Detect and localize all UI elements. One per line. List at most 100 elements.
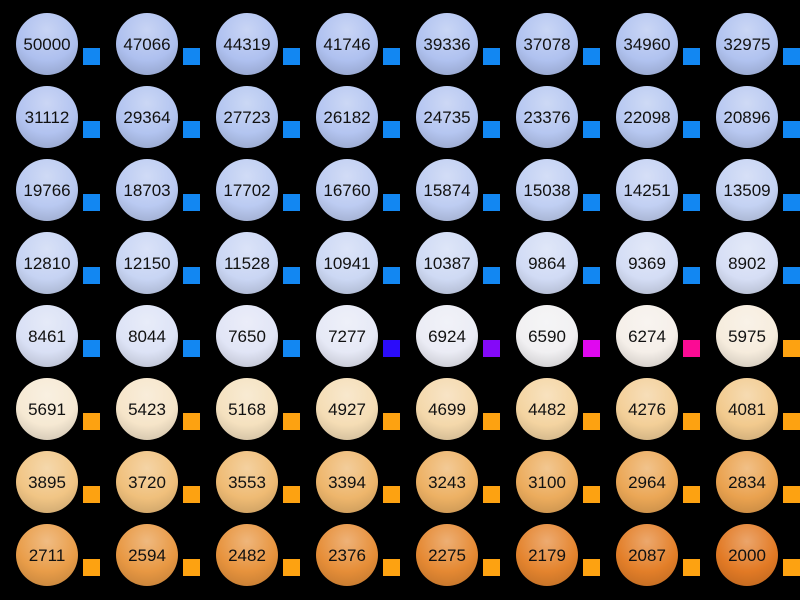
temperature-sphere: 3243 xyxy=(416,451,478,513)
temperature-cell: 3394 xyxy=(300,446,400,519)
temperature-sphere: 7650 xyxy=(216,305,278,367)
chromaticity-swatch-icon xyxy=(783,486,800,503)
temperature-value-label: 50000 xyxy=(23,34,71,54)
temperature-cell: 11528 xyxy=(200,227,300,300)
temperature-value-label: 5168 xyxy=(228,399,266,419)
chromaticity-swatch-icon xyxy=(183,340,200,357)
chromaticity-swatch-icon xyxy=(183,559,200,576)
temperature-cell: 2594 xyxy=(100,519,200,592)
temperature-value-label: 8461 xyxy=(28,326,66,346)
temperature-sphere: 2964 xyxy=(616,451,678,513)
temperature-cell: 26182 xyxy=(300,81,400,154)
temperature-cell: 15874 xyxy=(400,154,500,227)
temperature-cell: 4081 xyxy=(700,373,800,446)
temperature-value-label: 2275 xyxy=(428,545,466,565)
temperature-sphere: 14251 xyxy=(616,159,678,221)
temperature-cell: 3720 xyxy=(100,446,200,519)
temperature-value-label: 7277 xyxy=(328,326,366,346)
temperature-value-label: 6274 xyxy=(628,326,666,346)
temperature-sphere: 6924 xyxy=(416,305,478,367)
temperature-sphere: 2179 xyxy=(516,524,578,586)
temperature-sphere: 16760 xyxy=(316,159,378,221)
chromaticity-swatch-icon xyxy=(483,559,500,576)
temperature-sphere: 8044 xyxy=(116,305,178,367)
temperature-sphere: 13509 xyxy=(716,159,778,221)
temperature-sphere: 44319 xyxy=(216,13,278,75)
temperature-sphere: 2087 xyxy=(616,524,678,586)
temperature-value-label: 12150 xyxy=(123,253,171,273)
chromaticity-swatch-icon xyxy=(683,413,700,430)
temperature-cell: 4482 xyxy=(500,373,600,446)
temperature-sphere: 20896 xyxy=(716,86,778,148)
temperature-value-label: 3243 xyxy=(428,472,466,492)
temperature-sphere: 31112 xyxy=(16,86,78,148)
temperature-value-label: 19766 xyxy=(23,180,71,200)
chromaticity-swatch-icon xyxy=(483,486,500,503)
temperature-cell: 8461 xyxy=(0,300,100,373)
temperature-value-label: 3553 xyxy=(228,472,266,492)
temperature-value-label: 18703 xyxy=(123,180,171,200)
temperature-sphere: 2594 xyxy=(116,524,178,586)
temperature-value-label: 24735 xyxy=(423,107,471,127)
temperature-cell: 14251 xyxy=(600,154,700,227)
chromaticity-swatch-icon xyxy=(383,486,400,503)
temperature-cell: 2711 xyxy=(0,519,100,592)
temperature-cell: 2964 xyxy=(600,446,700,519)
temperature-sphere: 3895 xyxy=(16,451,78,513)
temperature-sphere: 12810 xyxy=(16,232,78,294)
chromaticity-swatch-icon xyxy=(583,48,600,65)
temperature-value-label: 12810 xyxy=(23,253,71,273)
temperature-sphere: 5691 xyxy=(16,378,78,440)
temperature-sphere: 4276 xyxy=(616,378,678,440)
temperature-sphere: 39336 xyxy=(416,13,478,75)
temperature-sphere: 32975 xyxy=(716,13,778,75)
chromaticity-swatch-icon xyxy=(383,121,400,138)
temperature-value-label: 17702 xyxy=(223,180,271,200)
chromaticity-swatch-icon xyxy=(783,194,800,211)
temperature-cell: 41746 xyxy=(300,8,400,81)
temperature-cell: 37078 xyxy=(500,8,600,81)
chromaticity-swatch-icon xyxy=(83,340,100,357)
temperature-cell: 9864 xyxy=(500,227,600,300)
temperature-value-label: 37078 xyxy=(523,34,571,54)
temperature-cell: 15038 xyxy=(500,154,600,227)
temperature-value-label: 31112 xyxy=(24,107,70,127)
temperature-sphere: 3100 xyxy=(516,451,578,513)
temperature-sphere: 2000 xyxy=(716,524,778,586)
chromaticity-swatch-icon xyxy=(483,48,500,65)
chromaticity-swatch-icon xyxy=(483,413,500,430)
temperature-sphere: 19766 xyxy=(16,159,78,221)
temperature-cell: 3553 xyxy=(200,446,300,519)
temperature-value-label: 2000 xyxy=(728,545,766,565)
chromaticity-swatch-icon xyxy=(583,559,600,576)
temperature-cell: 31112 xyxy=(0,81,100,154)
temperature-sphere: 7277 xyxy=(316,305,378,367)
temperature-cell: 3100 xyxy=(500,446,600,519)
temperature-cell: 4276 xyxy=(600,373,700,446)
chromaticity-swatch-icon xyxy=(283,486,300,503)
temperature-cell: 2179 xyxy=(500,519,600,592)
temperature-sphere: 3394 xyxy=(316,451,378,513)
temperature-cell: 10387 xyxy=(400,227,500,300)
temperature-value-label: 44319 xyxy=(223,34,271,54)
chromaticity-swatch-icon xyxy=(383,267,400,284)
chromaticity-swatch-icon xyxy=(383,340,400,357)
temperature-value-label: 3394 xyxy=(328,472,366,492)
temperature-cell: 23376 xyxy=(500,81,600,154)
chromaticity-swatch-icon xyxy=(683,121,700,138)
chromaticity-swatch-icon xyxy=(683,194,700,211)
temperature-sphere: 10387 xyxy=(416,232,478,294)
temperature-value-label: 14251 xyxy=(623,180,671,200)
temperature-cell: 17702 xyxy=(200,154,300,227)
temperature-value-label: 10387 xyxy=(423,253,471,273)
temperature-sphere: 12150 xyxy=(116,232,178,294)
chromaticity-swatch-icon xyxy=(283,340,300,357)
temperature-value-label: 4081 xyxy=(728,399,766,419)
temperature-sphere: 23376 xyxy=(516,86,578,148)
temperature-cell: 2482 xyxy=(200,519,300,592)
temperature-value-label: 2711 xyxy=(28,545,66,565)
temperature-value-label: 22098 xyxy=(623,107,671,127)
temperature-value-label: 2482 xyxy=(228,545,266,565)
temperature-value-label: 2834 xyxy=(728,472,766,492)
temperature-sphere: 3720 xyxy=(116,451,178,513)
